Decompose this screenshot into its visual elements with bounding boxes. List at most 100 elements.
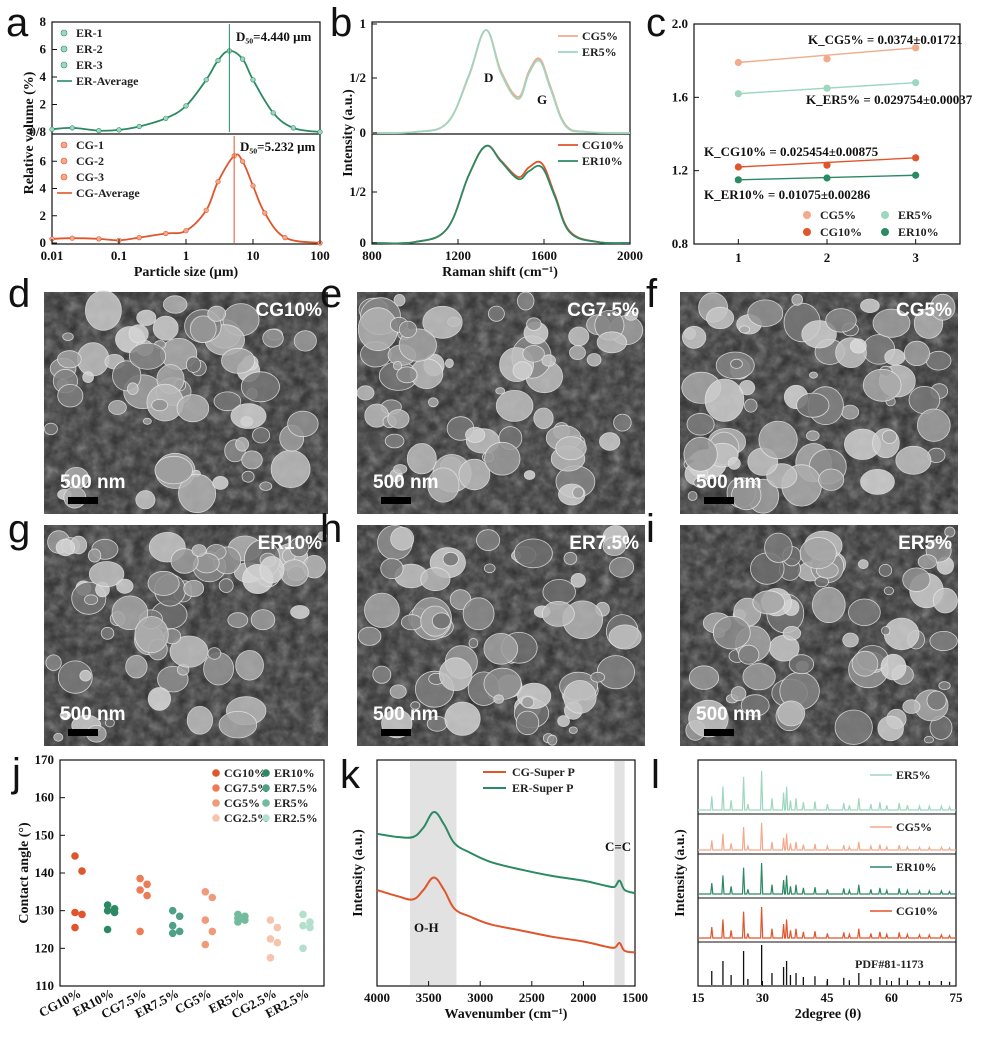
sem-particle [356,385,375,401]
panel-l-xlabel: 2degree (θ) [795,1007,862,1022]
sem-particle [739,325,751,334]
sem-particle [134,616,169,654]
sem-particle [613,413,632,432]
sem-particle [555,436,587,461]
sem-particle [563,680,597,714]
c-legend-text: ER10% [898,225,939,239]
sem-particle [515,710,540,736]
sem-particle [259,556,285,584]
panel-j-legend: CG10% ER10% CG7.5% ER7.5% CG5% ER5% CG2.5% ER2.… [212,766,318,825]
sem-particle [128,324,149,344]
sem-particle [557,715,570,727]
k-line-CG-Super P [376,876,636,954]
a-bottom-point [163,230,169,237]
sem-particle [517,291,535,311]
sem-particle [476,529,501,551]
b-bottom-line-ER10% [371,144,631,245]
sem-particle [62,332,74,341]
panel-b-xticks: 800 1200 1600 2000 [362,239,643,263]
sem-particle [842,632,859,648]
j-point-ER7.5% [175,912,184,921]
sem-particle [602,536,627,556]
sem-particle [439,657,473,691]
sem-particle [895,445,932,475]
sem-particle [683,436,718,472]
sem-particle [290,605,310,619]
sem-particle [523,470,536,480]
panel-a-bottom-legend: CG-1 CG-2 CG-3 CG-Average [57,138,140,200]
a-bottom-point [262,210,268,216]
sem-particle [147,570,180,596]
sem-particle [442,551,459,567]
a-top-point [240,56,246,62]
l-trace-CG5% [698,822,956,851]
panel-a-xlabel: Particle size (μm) [134,265,239,280]
sem-particle [147,687,171,711]
sem-panel-label: e [320,272,342,316]
j-point-CG2.5% [273,938,282,947]
sem-particle [596,331,628,354]
panel-a-yticks: 0/8 2 4 6 8 0 2 4 6 [29,14,57,250]
a-xtick-label: 10 [247,248,260,263]
sem-particle [444,358,454,369]
j-point-CG2.5% [266,954,275,962]
sem-particle [186,705,213,735]
sem-particle [526,317,542,331]
b-ytick-label: 0 [360,235,367,250]
legend-marker [60,173,68,181]
sem-particle [809,371,818,379]
panel-c: c 0.8 1.2 1.6 2.0 1 2 3 K_CG5% = 0.0374±0.017… [646,1,973,265]
sem-panel-f: f CG5% 500 nm [646,272,958,514]
c-point-CG10% [912,154,920,162]
sem-particle [834,709,873,745]
legend-marker [60,45,68,53]
panel-l-xticks: 15 30 45 60 75 [692,981,963,1005]
a-top-point [116,127,122,133]
j-point-ER2.5% [299,921,307,930]
sem-particle [568,726,578,734]
c-legend-text: ER5% [898,208,933,222]
sem-particle [747,299,784,327]
j-legend-text: ER5% [274,796,309,810]
sem-panel-e: e CG7.5% 500 nm [320,272,645,514]
sem-particle [183,580,205,598]
j-legend-text: ER7.5% [274,781,318,795]
a-top-point [250,77,256,83]
j-ytick-label: 160 [35,790,55,805]
sem-particle [881,626,891,636]
sem-particle [825,308,857,333]
sem-particle [730,686,747,702]
j-point-CG10% [78,867,86,875]
panel-j-yticks: 110 120 130 140 150 160 170 [35,752,65,993]
sem-particle [569,345,586,361]
k-xtick-label: 1500 [622,990,648,1005]
j-point-ER7.5% [168,921,177,930]
b-ytick-label: 0 [360,125,367,140]
a-ytick-label: 0 [40,235,47,250]
sem-particle [207,647,222,660]
panel-b-label: b [330,1,352,45]
legend-text: CG-3 [76,170,104,184]
panel-k-ylabel: Intensity (a.u.) [351,829,366,917]
j-point-ER2.5% [299,944,307,953]
sem-sample-name: CG10% [255,300,322,321]
sem-particle [521,696,535,709]
sem-particle [410,701,421,710]
panel-a-d50-bottom: D₅₀=5.232 μm [240,139,315,154]
j-legend-marker [212,814,220,822]
sem-particle [522,345,545,363]
sem-particle [811,586,846,624]
b-xtick-label: 1600 [531,248,557,263]
j-point-CG5% [208,927,217,936]
sem-particle [221,347,256,374]
legend-text: ER5% [582,45,617,59]
a-top-point [215,57,221,64]
sem-particle [207,305,227,322]
j-legend-marker [212,799,220,807]
j-point-ER2.5% [306,918,314,926]
sem-particle [293,330,317,352]
j-point-CG7.5% [136,927,144,936]
a-bottom-point [69,235,75,241]
sem-particle [458,458,491,491]
sem-particle [252,427,271,444]
